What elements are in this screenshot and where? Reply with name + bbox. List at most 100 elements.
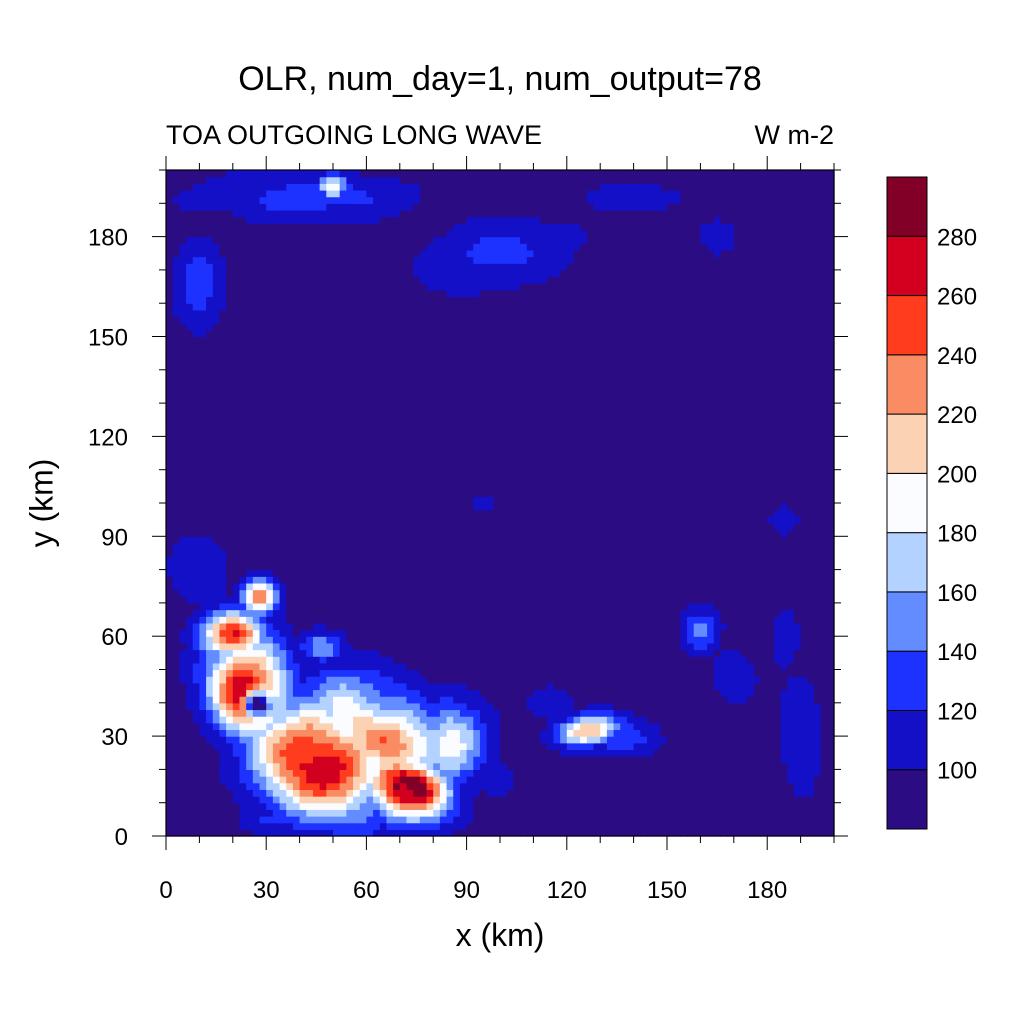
- field-cell: [286, 629, 294, 637]
- field-cell: [266, 816, 274, 824]
- field-cell: [613, 622, 621, 631]
- field-cell: [793, 516, 802, 524]
- field-cell: [747, 636, 755, 644]
- field-cell: [546, 802, 555, 810]
- field-cell: [606, 762, 615, 770]
- field-cell: [720, 589, 728, 597]
- field-cell: [426, 542, 434, 551]
- field-cell: [760, 816, 768, 824]
- field-cell: [740, 729, 748, 737]
- field-cell: [787, 642, 795, 651]
- field-cell: [720, 676, 728, 684]
- field-cell: [299, 656, 307, 664]
- field-cell: [186, 756, 194, 764]
- field-cell: [199, 549, 207, 557]
- field-cell: [546, 562, 555, 571]
- field-cell: [252, 729, 261, 737]
- field-cell: [406, 742, 414, 751]
- field-cell: [219, 716, 227, 724]
- field-cell: [580, 769, 588, 777]
- field-cell: [707, 622, 715, 631]
- field-cell: [373, 582, 381, 591]
- field-cell: [500, 569, 508, 577]
- field-cell: [827, 582, 835, 591]
- field-cell: [453, 542, 461, 551]
- field-cell: [600, 522, 608, 531]
- field-cell: [459, 589, 468, 597]
- field-cell: [640, 782, 648, 790]
- field-cell: [312, 529, 321, 537]
- field-cell: [586, 642, 595, 651]
- field-cell: [727, 616, 735, 624]
- field-cell: [787, 682, 795, 691]
- field-cell: [166, 556, 174, 564]
- field-cell: [640, 676, 648, 684]
- field-cell: [339, 522, 347, 531]
- field-cell: [306, 596, 314, 604]
- field-cell: [513, 516, 521, 524]
- field-cell: [239, 722, 247, 731]
- field-cell: [279, 636, 287, 644]
- field-cell: [326, 656, 334, 664]
- field-cell: [379, 542, 388, 551]
- field-cell: [813, 749, 822, 757]
- field-cell: [419, 816, 428, 824]
- field-cell: [680, 562, 688, 571]
- field-cell: [787, 742, 795, 751]
- field-cell: [620, 649, 628, 657]
- field-cell: [433, 742, 441, 751]
- field-cell: [540, 569, 548, 577]
- field-cell: [827, 642, 835, 651]
- field-cell: [206, 529, 214, 537]
- field-cell: [753, 782, 762, 790]
- field-cell: [633, 649, 641, 657]
- field-cell: [613, 662, 621, 671]
- field-cell: [319, 749, 327, 757]
- field-cell: [486, 782, 494, 790]
- field-cell: [346, 602, 354, 611]
- field-cell: [366, 829, 374, 837]
- field-cell: [473, 656, 481, 664]
- field-cell: [206, 602, 214, 611]
- field-cell: [393, 696, 401, 704]
- field-cell: [593, 709, 601, 717]
- field-cell: [192, 762, 200, 770]
- field-cell: [286, 742, 294, 751]
- field-cell: [560, 736, 568, 744]
- field-cell: [707, 616, 715, 624]
- field-cell: [753, 756, 762, 764]
- field-cell: [720, 736, 728, 744]
- field-cell: [700, 582, 708, 591]
- field-cell: [820, 629, 828, 637]
- field-cell: [626, 569, 635, 577]
- field-cell: [446, 509, 454, 517]
- field-cell: [620, 722, 628, 731]
- field-cell: [520, 782, 528, 790]
- field-cell: [560, 742, 568, 751]
- field-cell: [720, 622, 728, 631]
- field-cell: [393, 822, 401, 830]
- field-cell: [493, 729, 501, 737]
- field-cell: [646, 656, 655, 664]
- field-cell: [800, 529, 808, 537]
- field-cell: [393, 809, 401, 817]
- field-cell: [299, 816, 307, 824]
- field-cell: [359, 536, 367, 544]
- field-cell: [546, 796, 555, 804]
- field-cell: [740, 789, 748, 797]
- field-cell: [526, 616, 534, 624]
- field-cell: [459, 676, 468, 684]
- field-cell: [560, 749, 568, 757]
- field-cell: [439, 702, 448, 711]
- field-cell: [366, 649, 374, 657]
- field-cell: [753, 556, 762, 564]
- field-cell: [212, 556, 221, 564]
- field-cell: [386, 556, 394, 564]
- field-cell: [646, 769, 655, 777]
- field-cell: [199, 709, 207, 717]
- field-cell: [500, 802, 508, 810]
- field-cell: [232, 702, 241, 711]
- field-cell: [299, 616, 307, 624]
- field-cell: [459, 809, 468, 817]
- field-cell: [319, 649, 327, 657]
